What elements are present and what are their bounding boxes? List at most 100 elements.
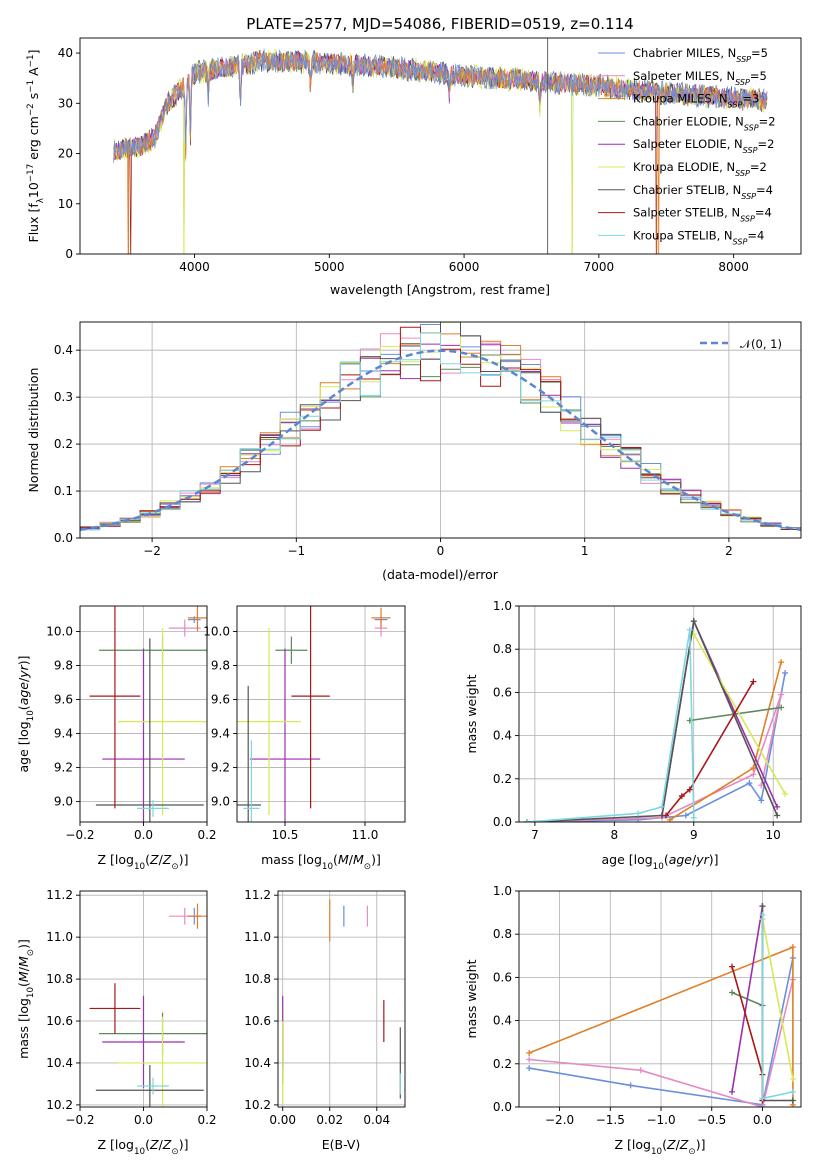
legend-entry: Kroupa STELIB, NSSP=4 — [633, 228, 764, 246]
marker — [759, 1104, 766, 1107]
marker — [759, 903, 766, 910]
marker — [759, 911, 766, 918]
errorbar-point — [237, 685, 261, 822]
axes-frame — [518, 890, 802, 1108]
x-tick-label: −0.5 — [697, 1113, 726, 1127]
marker — [635, 810, 642, 817]
weight-line-salpeter_stelib — [731, 966, 764, 1101]
spectrum-panel-data — [113, 38, 768, 254]
age-weight-ylabel: mass weight — [464, 674, 479, 753]
marker — [758, 782, 765, 789]
y-tick-label: 9.2 — [211, 761, 230, 775]
residual-xlabel: (data-model)/error — [382, 567, 499, 582]
marker — [789, 1075, 796, 1082]
marker — [526, 1065, 533, 1072]
marker — [778, 659, 785, 666]
x-tick-label: 6000 — [449, 260, 480, 274]
x-tick-label: 0 — [437, 544, 445, 558]
residual-panel-data — [80, 322, 801, 538]
y-tick-label: 0.0 — [493, 1100, 512, 1114]
errorbar-point — [137, 799, 169, 817]
weight-line-salpeter_miles — [529, 979, 794, 1107]
ebv-mass-panel: 0.00 0.02 0.04 10.2 10.4 10.6 10.8 11.0 11.2 E(B-… — [244, 888, 406, 1152]
marker — [658, 803, 665, 810]
z-weight-ylabel: mass weight — [464, 959, 479, 1038]
x-tick-label: 10 — [766, 828, 781, 842]
spectrum-chabrier_miles — [113, 48, 768, 163]
spectrum-ylabel: Flux [fλ10−17 erg cm−2 s−1 A−1] — [26, 50, 46, 243]
axes-frame — [518, 605, 802, 823]
x-tick-label: 0.04 — [363, 1113, 390, 1127]
x-tick-label: −0.2 — [65, 828, 94, 842]
marker — [758, 797, 765, 804]
y-tick-label: 10.8 — [46, 972, 73, 986]
legend-entry: Kroupa ELODIE, NSSP=2 — [633, 160, 767, 178]
legend-entry: Chabrier STELIB, NSSP=4 — [633, 183, 773, 201]
y-tick-label: 10.2 — [46, 1098, 73, 1112]
marker — [789, 1088, 796, 1095]
y-tick-label: 40 — [58, 46, 73, 60]
y-tick-label: 0.0 — [54, 531, 73, 545]
spectrum-xlabel: wavelength [Angstrom, rest frame] — [330, 282, 550, 297]
age-weight-xlabel: age [log10(age/yr)] — [601, 852, 718, 872]
y-tick-label: 10.4 — [46, 1056, 73, 1070]
weight-line-chabrier_stelib — [526, 618, 778, 822]
y-tick-label: 0.8 — [493, 642, 512, 656]
z-mass-panel-data — [89, 903, 207, 1107]
y-tick-label: 10 — [58, 197, 73, 211]
errorbar-point — [291, 606, 330, 809]
x-tick-label: 0.0 — [134, 1113, 153, 1127]
legend-entry: Salpeter STELIB, NSSP=4 — [633, 206, 772, 224]
x-tick-label: 4000 — [179, 260, 210, 274]
y-tick-label: 0.4 — [493, 1014, 512, 1028]
y-tick-label: 10.4 — [244, 1056, 271, 1070]
z-weight-panel-data — [526, 903, 796, 1107]
y-tick-label: 11.2 — [46, 888, 73, 902]
x-tick-label: 5000 — [314, 260, 345, 274]
legend-entry: Salpeter ELODIE, NSSP=2 — [633, 137, 774, 155]
marker — [778, 704, 785, 711]
z-age-panel-data — [89, 606, 207, 822]
marker — [686, 626, 693, 633]
x-tick-label: 0.0 — [134, 828, 153, 842]
marker — [774, 803, 781, 810]
ebv-mass-xlabel: E(B-V) — [322, 1137, 361, 1152]
errorbar-point — [118, 628, 207, 816]
weight-line-chabrier_stelib — [761, 906, 793, 1102]
marker — [637, 1067, 644, 1074]
errorbar-point — [187, 903, 207, 929]
z-age-panel: −0.2 0.0 0.2 9.0 9.2 9.4 9.6 9.8 10.0 Z [log10(Z/… — [16, 605, 217, 872]
z-weight-panel: −2.0 −1.5 −1.0 −0.5 0.0 0.0 0.2 0.4 0.6 0.8 1.0 Z [… — [464, 884, 802, 1157]
x-tick-label: 8 — [611, 828, 619, 842]
x-tick-label: 7 — [531, 828, 539, 842]
y-tick-label: 10.2 — [244, 1098, 271, 1112]
residual-legend: 𝒩(0, 1) — [700, 337, 782, 351]
spectrum-panel: 4000 5000 6000 7000 8000 0 10 20 30 40 wavelength … — [26, 37, 802, 297]
weight-line-chabrier_miles — [528, 957, 794, 1106]
x-tick-label: 0.0 — [753, 1113, 772, 1127]
errorbar-point — [95, 638, 204, 822]
x-tick-label: −1 — [287, 544, 305, 558]
marker — [526, 1050, 533, 1056]
x-tick-label: −1.0 — [646, 1113, 675, 1127]
legend-entry: Salpeter MILES, NSSP=5 — [633, 69, 767, 87]
mass-age-panel-data — [237, 606, 391, 822]
residual-panel: −2 −1 0 1 2 0.0 0.1 0.2 0.3 0.4 𝒩(0, 1) (data-model… — [26, 321, 802, 582]
y-tick-label: 30 — [58, 96, 73, 110]
legend-entry: Kroupa MILES, NSSP=3 — [633, 92, 759, 110]
errorbar-point — [275, 636, 308, 664]
legend-entry: Chabrier MILES, NSSP=5 — [633, 46, 768, 64]
errorbar-point — [168, 619, 201, 637]
marker — [750, 765, 757, 771]
y-tick-label: 9.4 — [54, 727, 73, 741]
mass-age-xlabel: mass [log10(M/M⊙)] — [261, 852, 381, 872]
errorbar-point — [95, 1065, 204, 1107]
y-tick-label: 9.0 — [211, 795, 230, 809]
errorbar-point — [118, 1016, 207, 1107]
marker — [682, 812, 689, 819]
z-mass-panel: −0.2 0.0 0.2 10.2 10.4 10.6 10.8 11.0 11.2 Z [log… — [16, 888, 217, 1157]
marker — [746, 780, 753, 787]
marker — [690, 618, 697, 625]
y-tick-label: 0.3 — [54, 390, 73, 404]
